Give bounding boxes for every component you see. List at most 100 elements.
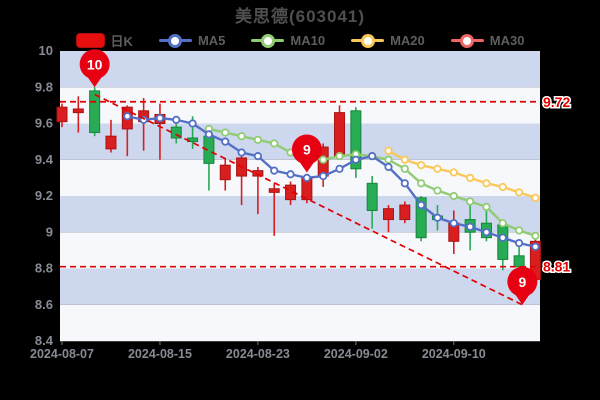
- pin-number-label: 9: [303, 141, 311, 157]
- ma10-marker: [417, 179, 426, 188]
- price-tags: 9.72 8.81: [542, 92, 572, 276]
- ma10-marker: [335, 152, 344, 161]
- ma5-marker: [335, 164, 344, 173]
- y-tick-label: 9.6: [35, 116, 53, 131]
- marker-pin: 9: [507, 266, 538, 305]
- y-tick-label: 8.8: [35, 261, 53, 276]
- ma5-legend-marker-icon: [158, 33, 192, 48]
- ma10-marker: [498, 219, 507, 228]
- legend-item-ma10[interactable]: MA10: [251, 33, 325, 48]
- pin-head: [291, 134, 322, 165]
- stripe-band: [60, 51, 540, 88]
- legend-label: MA30: [489, 33, 525, 48]
- x-axis: 2024-08-07 2024-08-15 2024-08-23 2024-09-02…: [30, 341, 540, 361]
- ma20-marker: [433, 164, 442, 173]
- stripe-band: [60, 159, 540, 196]
- ma20-marker: [449, 168, 458, 177]
- ma10-marker: [237, 132, 246, 141]
- background-stripes: [60, 51, 540, 341]
- candle-body: [219, 164, 231, 181]
- ma5-marker: [188, 119, 197, 128]
- ma20-line: [384, 146, 540, 202]
- ma10-marker: [433, 186, 442, 195]
- candle-body: [415, 197, 427, 239]
- ma5-marker: [237, 148, 246, 157]
- ma10-marker: [253, 135, 262, 144]
- ma10-marker: [531, 231, 540, 240]
- marker-pins: 10 9 9: [79, 49, 538, 305]
- candle-body: [334, 112, 346, 157]
- ma20-marker: [531, 193, 540, 202]
- ma5-marker: [531, 242, 540, 251]
- ma20-polyline: [387, 149, 536, 199]
- ma5-marker: [433, 213, 442, 222]
- x-tick-label: 2024-08-15: [128, 347, 192, 361]
- ma20-marker: [400, 155, 409, 164]
- ma5-marker: [514, 239, 524, 248]
- legend-item-日k[interactable]: 日K: [75, 31, 133, 50]
- ma5-marker: [466, 222, 475, 231]
- ma20-legend-marker-icon: [351, 33, 385, 48]
- legend-item-ma5[interactable]: MA5: [158, 33, 225, 48]
- stripe-band: [60, 268, 540, 305]
- annotation-lines: [60, 93, 540, 306]
- x-tick-label: 2024-08-07: [30, 347, 94, 361]
- pin-number-label: 10: [87, 56, 103, 72]
- ma5-marker: [302, 173, 311, 182]
- ma10-legend-marker-icon: [251, 33, 285, 48]
- ma5-marker: [400, 179, 409, 188]
- y-tick-label: 9: [46, 224, 53, 239]
- ma30-legend-marker-icon: [450, 33, 484, 48]
- y-tick-label: 10: [39, 43, 53, 58]
- ma10-marker: [270, 139, 279, 148]
- ma5-marker: [155, 113, 165, 123]
- legend-item-ma20[interactable]: MA20: [351, 33, 425, 48]
- x-tick-label: 2024-09-02: [324, 347, 388, 361]
- candle-body: [56, 106, 68, 123]
- chart-legend: 日K MA5 MA10 MA20 MA30: [0, 31, 600, 50]
- chart-title: 美思德(603041): [234, 7, 366, 26]
- ma5-line: [123, 112, 540, 251]
- y-tick-label: 9.8: [35, 79, 53, 94]
- candle-body: [350, 110, 362, 170]
- ma20-marker: [417, 161, 426, 170]
- y-tick-label: 9.4: [35, 152, 54, 167]
- candle-body: [399, 204, 411, 221]
- candle-body: [89, 90, 101, 134]
- ma5-marker: [221, 137, 230, 146]
- stripe-band: [60, 232, 540, 269]
- stripe-band: [60, 304, 540, 341]
- ma5-marker: [286, 170, 295, 179]
- candle-body: [497, 224, 509, 260]
- ma10-marker: [449, 191, 458, 201]
- candle-body: [366, 182, 378, 211]
- candle-body: [252, 170, 264, 177]
- pin-number-label: 9: [518, 274, 526, 290]
- ma10-marker: [482, 202, 491, 211]
- ma20-marker: [498, 182, 507, 192]
- x-tick-label: 2024-09-10: [422, 347, 486, 361]
- price-tag-label: 9.72: [543, 94, 570, 110]
- y-tick-label: 8.6: [35, 297, 53, 312]
- candle-body: [513, 255, 525, 268]
- candle-body: [105, 135, 117, 150]
- legend-label: 日K: [110, 34, 133, 49]
- ma5-marker: [351, 155, 360, 164]
- ma10-marker: [514, 226, 524, 235]
- ma5-marker: [204, 130, 214, 139]
- marker-pin: 10: [79, 49, 110, 88]
- stripe-band: [60, 196, 540, 233]
- legend-item-ma30[interactable]: MA30: [450, 33, 525, 48]
- ma10-marker: [221, 128, 230, 137]
- y-axis-labels: 10 9.8 9.6 9.4 9.2 9 8.8 8.6 8.4: [35, 43, 54, 348]
- y-tick-label: 8.4: [35, 333, 54, 348]
- ma5-marker: [319, 171, 328, 181]
- legend-label: MA10: [290, 33, 326, 48]
- ma5-marker: [417, 200, 426, 210]
- ma20-marker: [384, 146, 393, 155]
- ma5-marker: [368, 152, 377, 161]
- candle-body: [383, 208, 394, 221]
- ma5-marker: [449, 219, 458, 228]
